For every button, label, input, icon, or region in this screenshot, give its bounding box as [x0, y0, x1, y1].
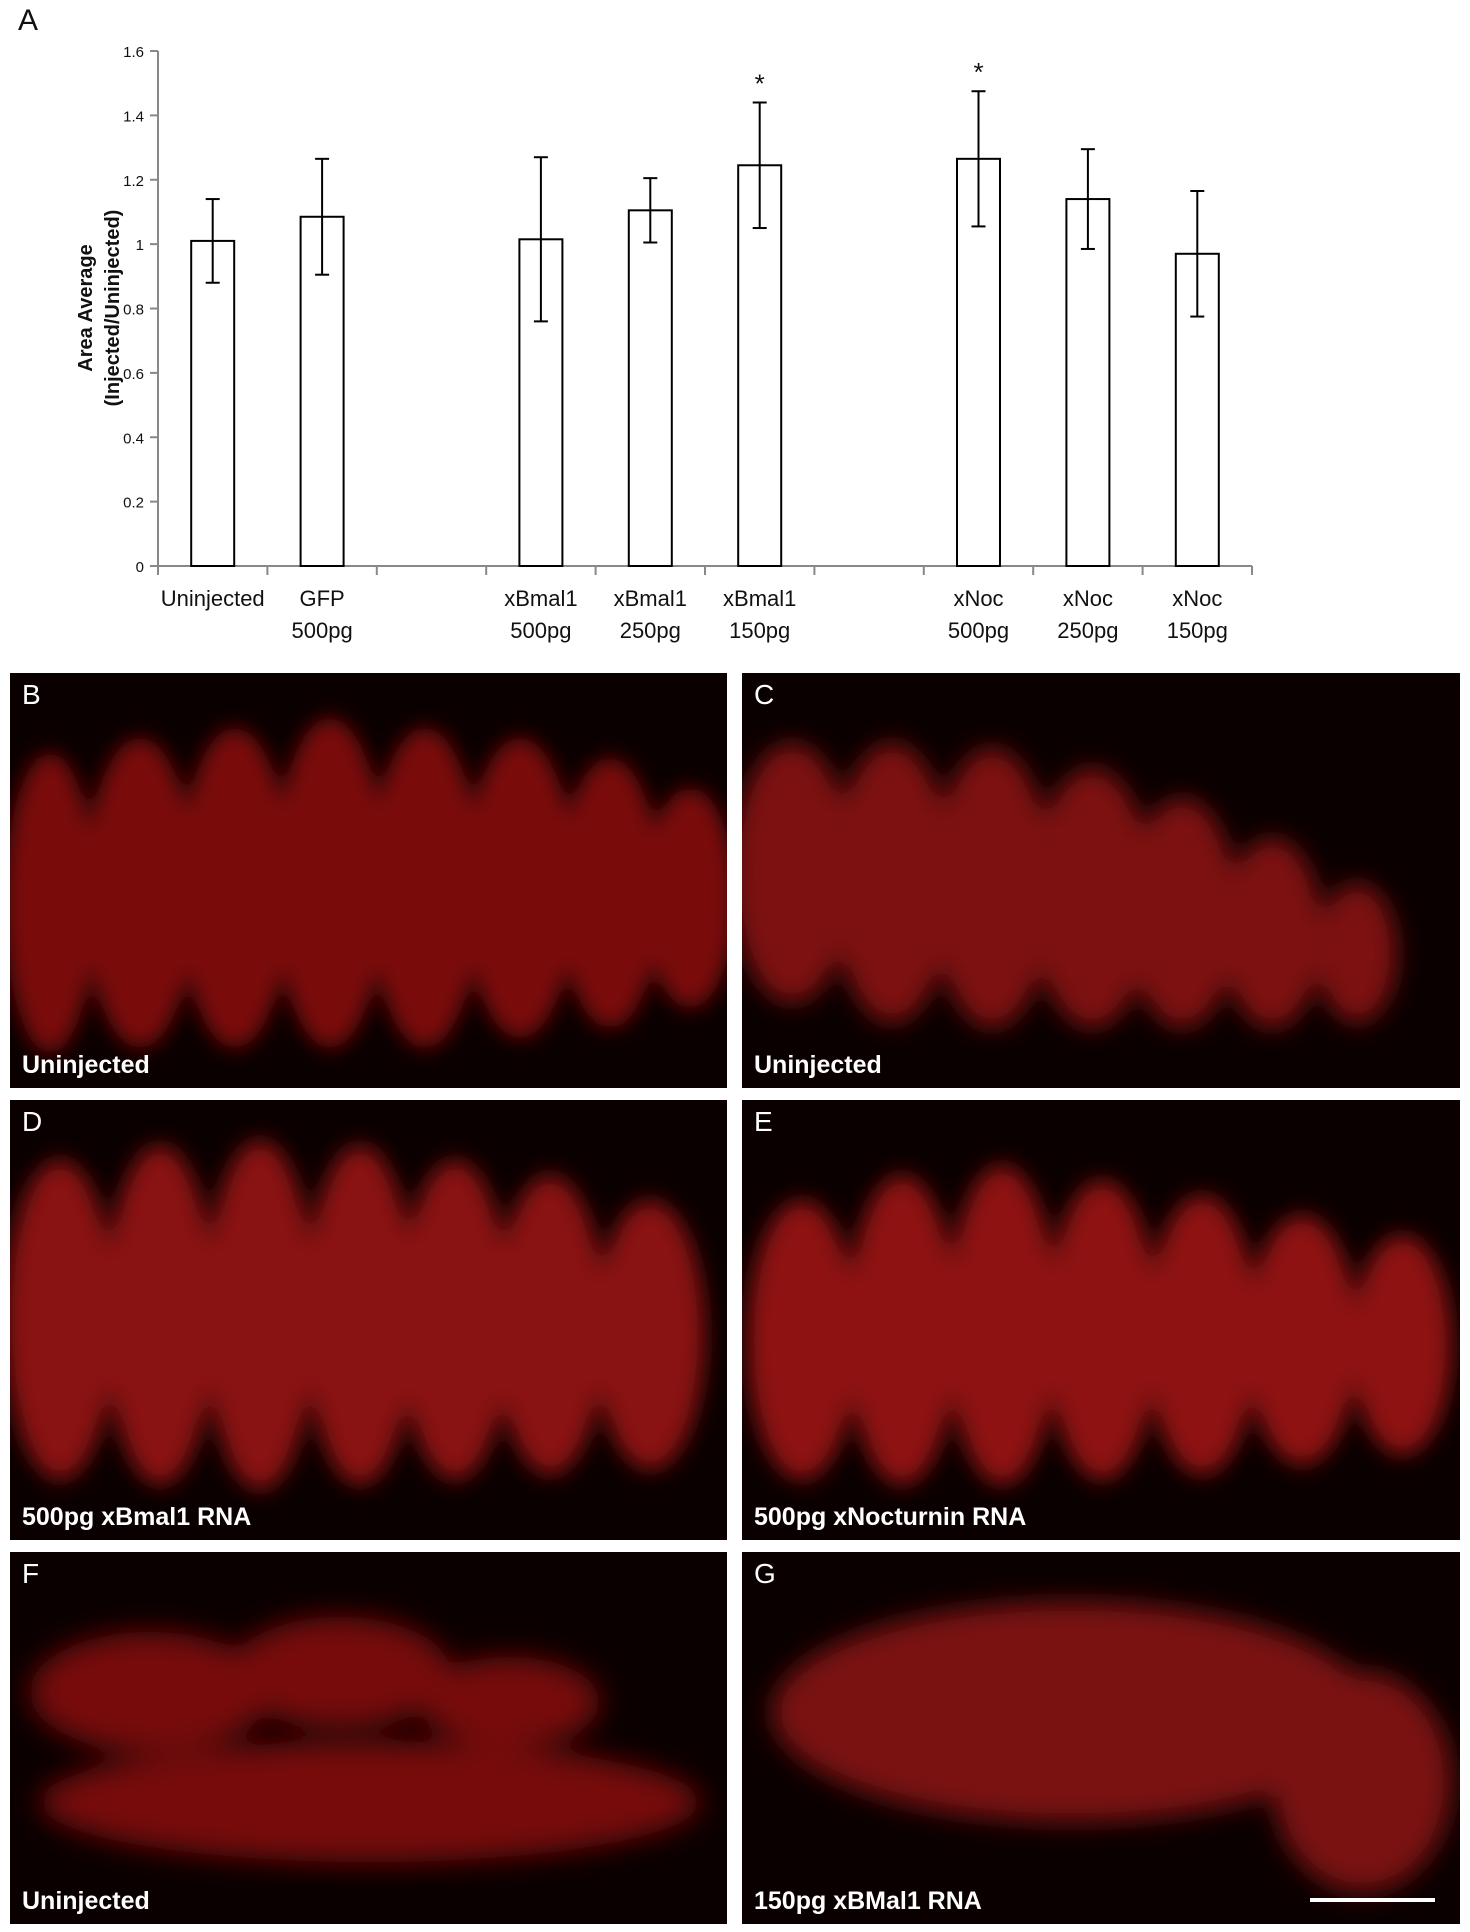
x-tick-label: 150pg: [729, 618, 790, 643]
y-tick-label: 1.4: [123, 108, 144, 125]
micrograph-d: [10, 1140, 705, 1490]
panel-b: B Uninjected: [10, 673, 727, 1088]
x-tick-label: GFP: [299, 586, 344, 611]
x-tick-label: 150pg: [1167, 618, 1228, 643]
panel-g-caption: 150pg xBMal1 RNA: [754, 1887, 982, 1915]
panel-d: D 500pg xBmal1 RNA: [10, 1100, 727, 1540]
panel-d-letter: D: [22, 1106, 43, 1137]
significance-marker: *: [973, 57, 983, 87]
bar: [627, 209, 673, 567]
x-tick-label: 500pg: [292, 618, 353, 643]
x-tick-label: xBmal1: [504, 586, 577, 611]
y-tick-label: 1.6: [123, 44, 144, 61]
micrograph-b: [10, 718, 727, 1053]
panel-e-letter: E: [754, 1106, 773, 1137]
micrograph-e: [747, 1165, 1452, 1485]
significance-marker: *: [755, 69, 765, 99]
x-tick-label: xBmal1: [614, 586, 687, 611]
y-tick-label: 0.4: [123, 430, 144, 447]
panel-b-caption: Uninjected: [22, 1051, 150, 1079]
bar: [190, 239, 236, 567]
panel-e-caption: 500pg xNocturnin RNA: [754, 1503, 1027, 1531]
y-tick-label: 1: [136, 237, 144, 254]
x-tick-label: xNoc: [953, 586, 1003, 611]
bar: [1065, 198, 1111, 567]
micrograph-c: [742, 743, 1397, 1028]
panel-c-caption: Uninjected: [754, 1051, 882, 1079]
panel-f: F Uninjected: [10, 1552, 727, 1924]
panel-f-caption: Uninjected: [22, 1887, 150, 1915]
y-tick-label: 0.8: [123, 302, 144, 319]
panel-g: G 150pg xBMal1 RNA: [742, 1552, 1460, 1924]
scale-bar: [1310, 1898, 1435, 1902]
y-axis-label: (Injected/Uninjected): [102, 210, 124, 407]
panel-b-letter: B: [22, 679, 41, 710]
panel-f-letter: F: [22, 1558, 40, 1589]
x-tick-label: xNoc: [1172, 586, 1222, 611]
panel-c: C Uninjected: [742, 673, 1460, 1088]
x-tick-label: xNoc: [1063, 586, 1113, 611]
x-tick-label: xBmal1: [723, 586, 796, 611]
panel-e: E 500pg xNocturnin RNA: [742, 1100, 1460, 1540]
micrograph-g: [772, 1602, 1452, 1892]
bar: [737, 164, 783, 567]
y-tick-label: 0.6: [123, 366, 144, 383]
panel-c-letter: C: [754, 679, 775, 710]
panel-g-letter: G: [754, 1558, 776, 1589]
y-tick-label: 0: [136, 559, 144, 576]
panel-a-letter: A: [18, 4, 39, 37]
x-tick-label: 500pg: [948, 618, 1009, 643]
micrograph-f: [30, 1617, 700, 1862]
bar-chart: 0 0.2 0.4 0.6 0.8 1 1.2 1.4 1.6 Uninjected GFP 500p…: [75, 44, 1253, 643]
y-tick-label: 0.2: [123, 495, 144, 512]
x-tick-label: 250pg: [1057, 618, 1118, 643]
y-tick-label: 1.2: [123, 173, 144, 190]
x-tick-label: 500pg: [510, 618, 571, 643]
panel-d-caption: 500pg xBmal1 RNA: [22, 1503, 252, 1531]
x-tick-label: 250pg: [620, 618, 681, 643]
y-axis-label: Area Average: [75, 244, 97, 371]
x-tick-label: Uninjected: [161, 586, 265, 611]
